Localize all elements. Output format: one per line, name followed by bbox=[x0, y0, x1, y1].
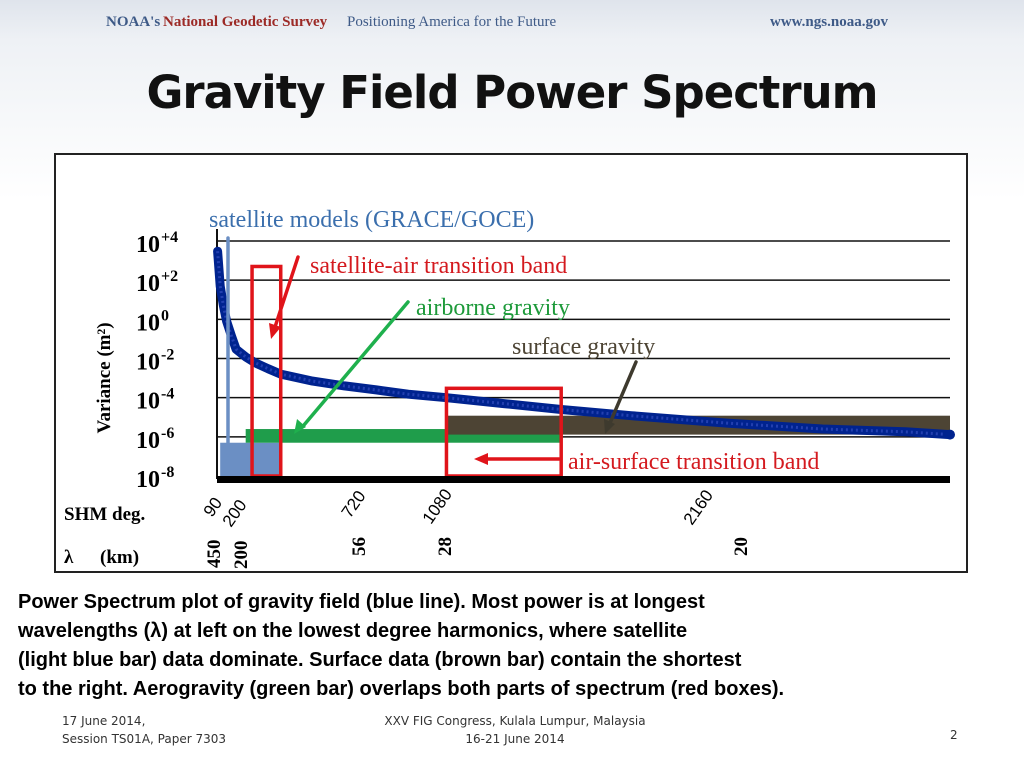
footer-congress: XXV FIG Congress, Kulala Lumpur, Malaysi… bbox=[350, 712, 680, 748]
y-axis-label: Variance (m²) bbox=[94, 322, 115, 433]
wavelength-tick: 450 bbox=[204, 540, 225, 569]
header-url[interactable]: www.ngs.noaa.gov bbox=[770, 14, 888, 30]
arrow-transition-1-head bbox=[269, 323, 281, 339]
page-number: 2 bbox=[950, 728, 958, 742]
chart-frame bbox=[54, 153, 968, 573]
wavelength-tick: 200 bbox=[231, 541, 252, 570]
annotation-airborne: airborne gravity bbox=[416, 295, 570, 321]
caption-line: wavelengths (λ) at left on the lowest de… bbox=[18, 620, 688, 642]
shm-degree-tick: 720 bbox=[338, 487, 370, 521]
y-tick-label: 10-8 bbox=[136, 464, 174, 493]
shm-degree-tick: 1080 bbox=[419, 485, 456, 527]
annotation-transition-1: satellite-air transition band bbox=[310, 253, 567, 279]
arrow-transition-2-head bbox=[474, 453, 488, 465]
header-tagline: Positioning America for the Future bbox=[347, 14, 557, 30]
y-tick-label: 10-2 bbox=[136, 347, 174, 376]
x-axis-label: SHM deg. bbox=[64, 504, 145, 525]
power-spectrum-line-texture bbox=[216, 251, 951, 437]
y-tick-label: 100 bbox=[136, 307, 169, 336]
wavelength-tick: 56 bbox=[349, 537, 370, 556]
arrow-surface bbox=[608, 360, 638, 425]
arrow-surface-head bbox=[604, 419, 615, 434]
header-org: NOAA's bbox=[106, 14, 161, 30]
footer-congress-name: XXV FIG Congress, Kulala Lumpur, Malaysi… bbox=[384, 714, 646, 728]
footer-session: Session TS01A, Paper 7303 bbox=[62, 732, 226, 746]
power-spectrum-chart: 10+4 10+2 100 10-2 10-4 10-6 10-8 SHM deg. λ (km)… bbox=[64, 207, 955, 570]
wavelength-tick: 28 bbox=[435, 537, 456, 556]
arrow-airborne bbox=[302, 300, 410, 427]
header-survey-name: National Geodetic Survey bbox=[163, 14, 328, 30]
caption-line: Power Spectrum plot of gravity field (bl… bbox=[18, 591, 705, 613]
annotation-surface: surface gravity bbox=[512, 334, 655, 360]
footer-date-session: 17 June 2014, Session TS01A, Paper 7303 bbox=[62, 712, 226, 748]
page-title: Gravity Field Power Spectrum bbox=[146, 66, 878, 119]
footer-date: 17 June 2014, bbox=[62, 714, 146, 728]
y-tick-label: 10+2 bbox=[136, 268, 178, 297]
slide-header: NOAA's National Geodetic Survey Position… bbox=[0, 0, 1024, 46]
shm-degree-tick: 200 bbox=[219, 496, 251, 530]
series-end-point bbox=[945, 429, 955, 440]
y-tick-label: 10+4 bbox=[136, 229, 178, 258]
caption-line: (light blue bar) data dominate. Surface … bbox=[18, 649, 742, 671]
lambda-unit: (km) bbox=[100, 547, 139, 568]
shm-degree-tick: 2160 bbox=[680, 486, 717, 528]
lambda-label: λ bbox=[64, 547, 74, 568]
arrow-satellite-head bbox=[222, 443, 234, 457]
annotation-transition-2: air-surface transition band bbox=[568, 449, 819, 475]
arrow-airborne-head bbox=[294, 419, 306, 434]
caption-line: to the right. Aerogravity (green bar) ov… bbox=[18, 678, 785, 700]
footer-congress-dates: 16-21 June 2014 bbox=[465, 732, 565, 746]
y-tick-label: 10-6 bbox=[136, 425, 174, 454]
annotation-satellite: satellite models (GRACE/GOCE) bbox=[209, 207, 534, 233]
chart-caption: Power Spectrum plot of gravity field (bl… bbox=[18, 588, 1018, 704]
x-axis-bar bbox=[217, 476, 950, 483]
wavelength-tick: 20 bbox=[731, 537, 752, 556]
y-tick-label: 10-4 bbox=[136, 386, 174, 415]
arrow-transition-1 bbox=[273, 255, 300, 329]
